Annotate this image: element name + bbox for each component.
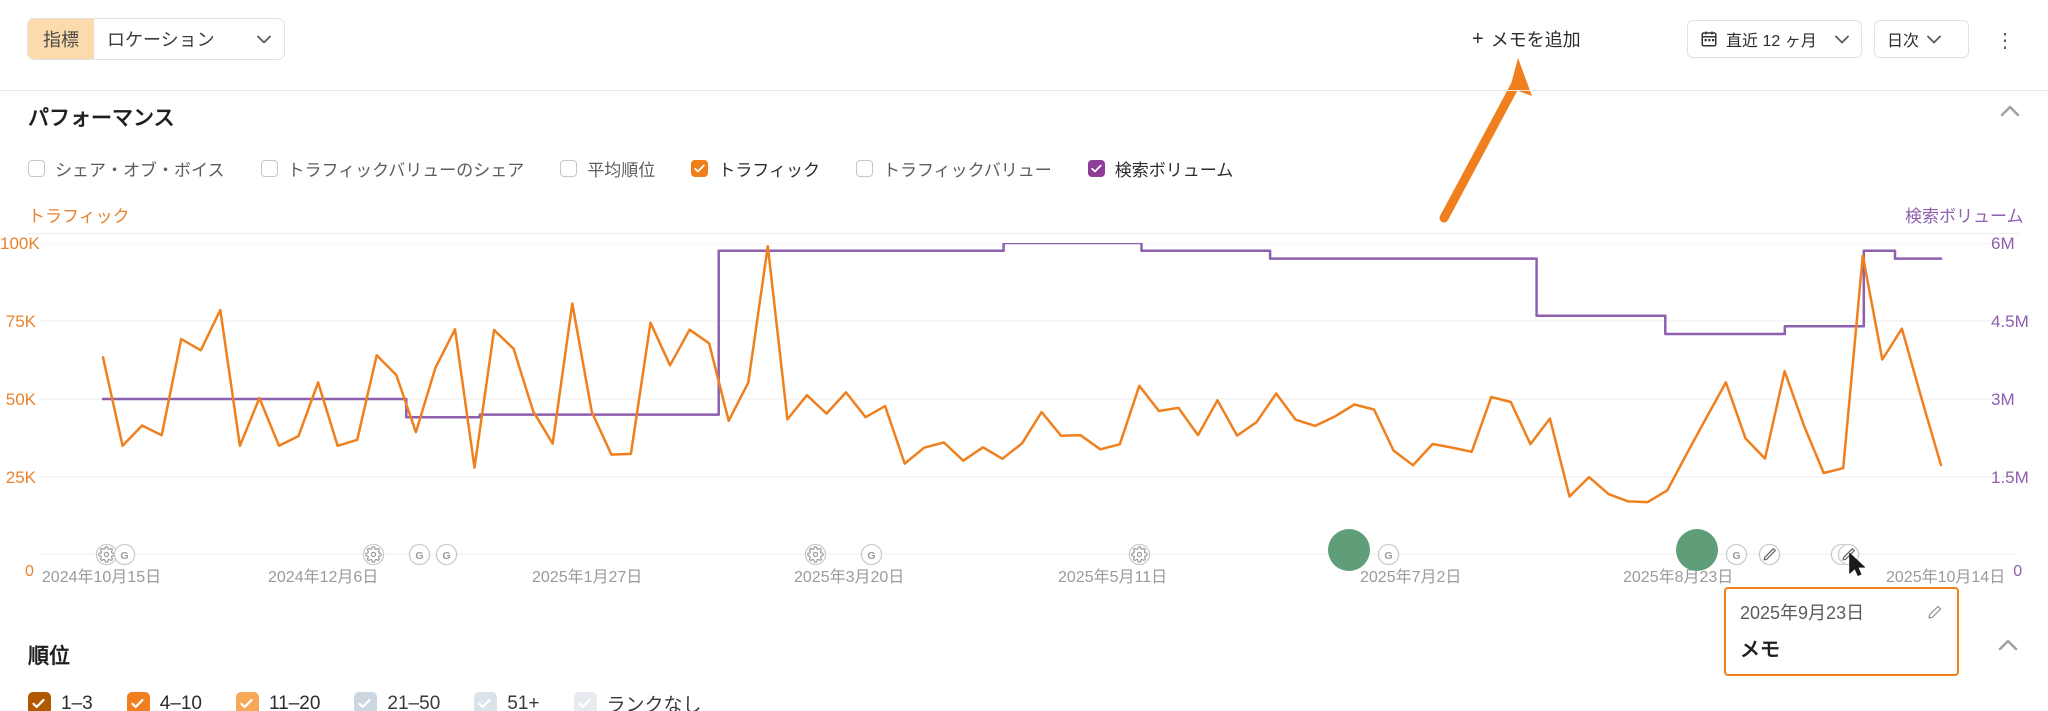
svg-text:G: G: [415, 550, 423, 562]
svg-text:G: G: [1732, 550, 1740, 562]
svg-text:G: G: [442, 550, 450, 562]
svg-text:G: G: [120, 550, 128, 562]
svg-text:G: G: [1384, 550, 1392, 562]
svg-text:G: G: [867, 550, 875, 562]
